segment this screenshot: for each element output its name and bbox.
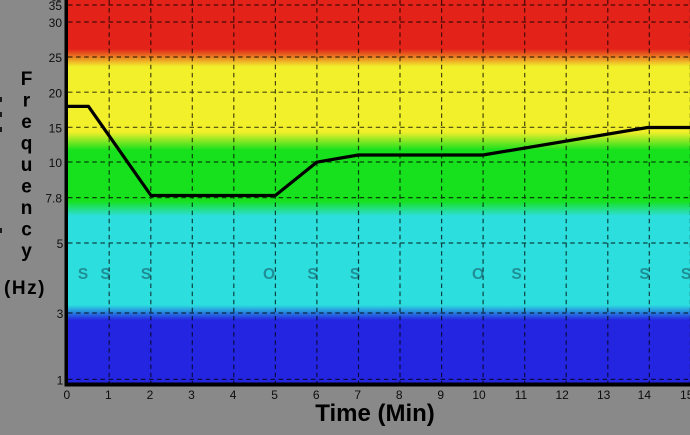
svg-text:S: S [681,266,690,283]
svg-text:1: 1 [57,374,64,388]
svg-text:12: 12 [555,388,569,402]
svg-text:S: S [100,266,110,283]
svg-text:S: S [307,266,317,283]
svg-text:n: n [21,198,33,219]
svg-text:u: u [21,155,33,176]
svg-text:c: c [21,220,32,241]
svg-text:r: r [23,91,31,112]
svg-text:20: 20 [49,86,63,100]
svg-text:7.8: 7.8 [45,192,62,206]
svg-text:14: 14 [638,388,652,402]
svg-text:35: 35 [49,0,63,13]
svg-text:1: 1 [105,388,112,402]
svg-text:11: 11 [515,388,528,402]
svg-text:15: 15 [49,121,63,135]
svg-text:S: S [141,266,151,283]
svg-text:S: S [511,266,521,283]
svg-text:e: e [21,112,32,133]
svg-text:F: F [21,69,33,90]
svg-text:13: 13 [597,388,611,402]
svg-text:S: S [78,266,88,283]
svg-text:S: S [639,266,649,283]
svg-text:O: O [472,266,484,283]
svg-text:3: 3 [57,307,64,321]
svg-text:e: e [21,177,32,198]
svg-text:S: S [350,266,360,283]
svg-text:2: 2 [147,388,154,402]
svg-text:(Hz): (Hz) [4,278,46,299]
svg-text:10: 10 [472,388,486,402]
svg-text:9: 9 [437,388,444,402]
svg-text:y: y [21,241,32,262]
svg-text:5: 5 [271,388,278,402]
svg-text:25: 25 [49,51,63,65]
svg-text:4: 4 [230,388,237,402]
svg-text:15: 15 [680,388,690,402]
svg-text:O: O [263,266,275,283]
svg-text:q: q [21,134,33,155]
svg-text:30: 30 [49,16,63,30]
svg-text:0: 0 [64,388,71,402]
svg-text:3: 3 [188,388,195,402]
svg-text:10: 10 [49,156,63,170]
svg-text:5: 5 [57,237,64,251]
svg-text:Time (Min): Time (Min) [315,400,435,427]
